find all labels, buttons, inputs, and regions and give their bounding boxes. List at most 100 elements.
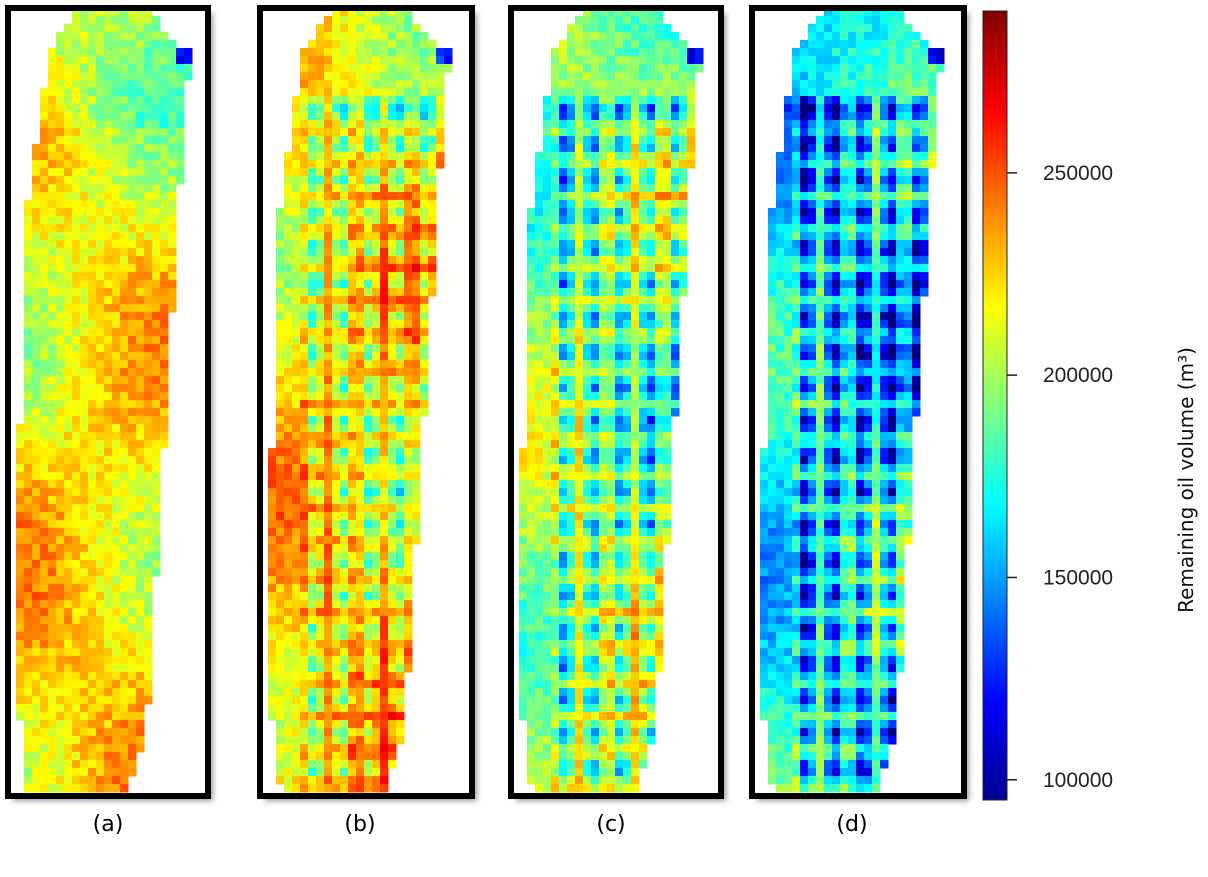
heatmap-cell <box>655 80 664 89</box>
heatmap-cell <box>356 664 365 673</box>
heatmap-cell <box>583 152 592 161</box>
heatmap-cell <box>276 640 285 649</box>
heatmap-cell <box>527 592 536 601</box>
heatmap-cell <box>567 184 576 193</box>
heatmap-cell <box>396 336 405 345</box>
heatmap-cell <box>372 32 381 41</box>
heatmap-cell <box>559 208 568 217</box>
heatmap-cell <box>152 128 161 137</box>
heatmap-cell <box>631 360 640 369</box>
heatmap-cell <box>591 16 600 25</box>
heatmap-cell <box>380 392 389 401</box>
heatmap-cell <box>284 240 293 249</box>
heatmap-cell <box>364 424 373 433</box>
heatmap-cell <box>583 96 592 105</box>
heatmap-cell <box>136 224 145 233</box>
heatmap-cell <box>436 72 445 81</box>
heatmap-cell <box>527 352 536 361</box>
heatmap-cell <box>80 24 89 33</box>
heatmap-cell <box>396 264 405 273</box>
heatmap-cell <box>332 40 341 49</box>
heatmap-cell <box>88 688 97 697</box>
heatmap-cell <box>136 144 145 153</box>
heatmap-cell <box>623 480 632 489</box>
heatmap-cell <box>40 360 49 369</box>
heatmap-cell <box>607 208 616 217</box>
heatmap-cell <box>348 272 357 281</box>
heatmap-cell <box>32 344 41 353</box>
heatmap-cell <box>412 512 421 521</box>
heatmap-cell <box>276 232 285 241</box>
heatmap-cell <box>396 640 405 649</box>
heatmap-cell <box>543 112 552 121</box>
heatmap-cell <box>591 56 600 65</box>
heatmap-cell <box>80 56 89 65</box>
heatmap-cell <box>356 456 365 465</box>
heatmap-cell <box>535 592 544 601</box>
heatmap-cell <box>96 320 105 329</box>
heatmap-cell <box>639 256 648 265</box>
heatmap-cell <box>120 360 129 369</box>
heatmap-cell <box>48 496 57 505</box>
heatmap-cell <box>559 504 568 513</box>
heatmap-cell <box>128 448 137 457</box>
heatmap-cell <box>364 48 373 57</box>
heatmap-cell <box>591 88 600 97</box>
heatmap-cell <box>623 80 632 89</box>
heatmap-cell <box>567 648 576 657</box>
heatmap-cell <box>96 656 105 665</box>
heatmap-cell <box>136 688 145 697</box>
heatmap-cell <box>284 368 293 377</box>
heatmap-cell <box>543 288 552 297</box>
heatmap-cell <box>32 576 41 585</box>
heatmap-cell <box>104 712 113 721</box>
heatmap-cell <box>543 440 552 449</box>
heatmap-cell <box>64 272 73 281</box>
heatmap-cell <box>559 336 568 345</box>
heatmap-cell <box>284 472 293 481</box>
heatmap-cell <box>356 512 365 521</box>
heatmap-cell <box>575 456 584 465</box>
heatmap-cell <box>599 360 608 369</box>
heatmap-cell <box>284 432 293 441</box>
heatmap-cell <box>356 248 365 257</box>
heatmap-cell <box>340 16 349 25</box>
heatmap-cell <box>599 200 608 209</box>
heatmap-cell <box>575 256 584 265</box>
heatmap-cell <box>583 232 592 241</box>
heatmap-cell <box>168 144 177 153</box>
heatmap-cell <box>663 384 672 393</box>
heatmap-cell <box>300 104 309 113</box>
heatmap-cell <box>24 400 33 409</box>
heatmap-cell <box>428 136 437 145</box>
heatmap-cell <box>96 736 105 745</box>
heatmap-cell <box>639 240 648 249</box>
heatmap-cell <box>48 304 57 313</box>
heatmap-cell <box>631 152 640 161</box>
heatmap-cell <box>64 312 73 321</box>
heatmap-cell <box>639 440 648 449</box>
heatmap-cell <box>607 608 616 617</box>
heatmap-cell <box>591 392 600 401</box>
heatmap-cell <box>380 616 389 625</box>
heatmap-cell <box>136 48 145 57</box>
heatmap-cell <box>575 56 584 65</box>
heatmap-cell <box>276 464 285 473</box>
heatmap-cell <box>559 608 568 617</box>
heatmap-cell <box>136 448 145 457</box>
heatmap-cell <box>144 472 153 481</box>
heatmap-cell <box>340 48 349 57</box>
heatmap-cell <box>112 328 121 337</box>
heatmap-cell <box>615 480 624 489</box>
heatmap-cell <box>56 456 65 465</box>
heatmap-cell <box>136 568 145 577</box>
heatmap-cell <box>128 328 137 337</box>
heatmap-cell <box>80 584 89 593</box>
heatmap-cell <box>80 544 89 553</box>
heatmap-cell <box>575 88 584 97</box>
heatmap-cell <box>679 208 688 217</box>
heatmap-cell <box>599 448 608 457</box>
heatmap-cell <box>420 136 429 145</box>
heatmap-cell <box>639 112 648 121</box>
heatmap-cell <box>404 224 413 233</box>
